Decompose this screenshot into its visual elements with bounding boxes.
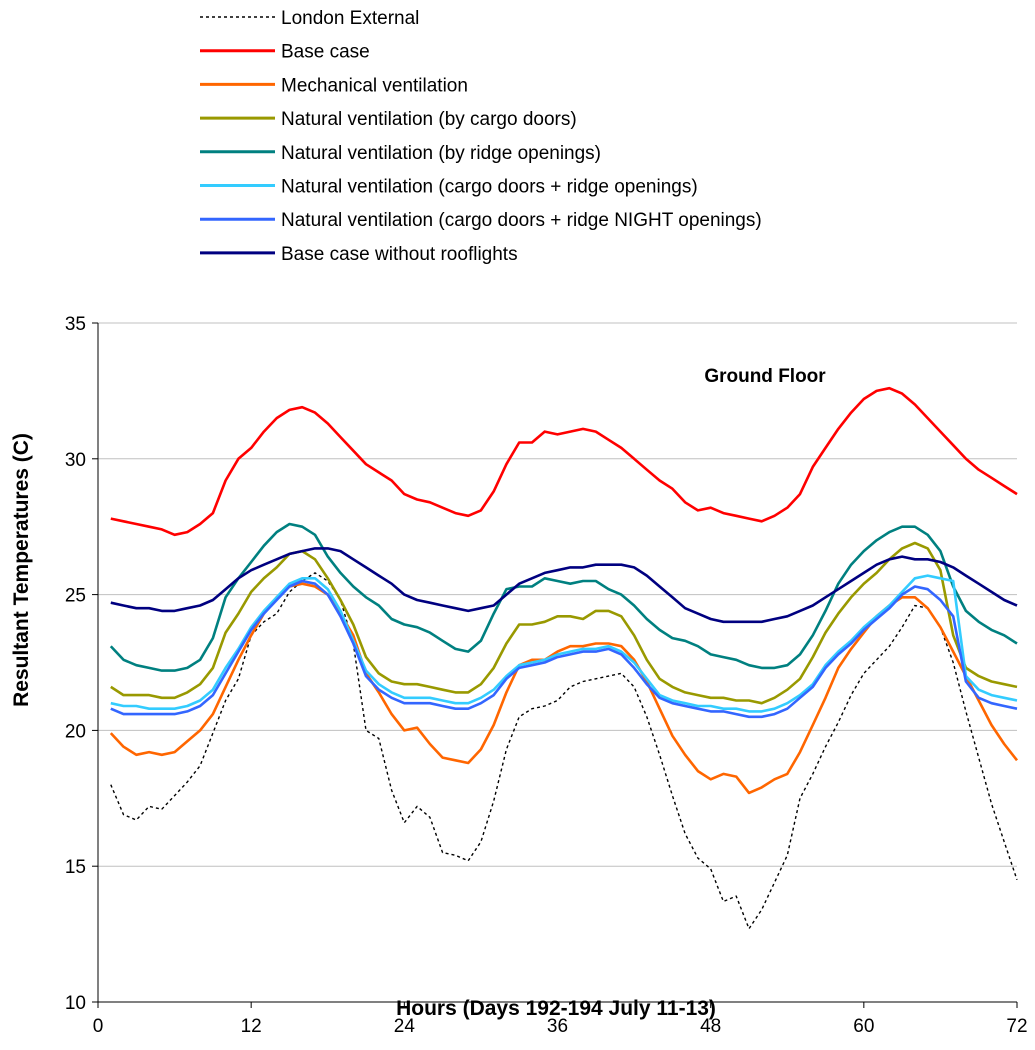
series-line-0 (110, 572, 1018, 930)
legend-item-0: London External (200, 8, 419, 29)
axes: 10 15 20 25 30 35 0 12 24 36 48 60 72 (65, 314, 1028, 1037)
y-tick-label: 15 (65, 857, 86, 878)
series-line-5 (110, 574, 1018, 713)
legend-item-6: Natural ventilation (cargo doors + ridge… (200, 210, 762, 231)
y-tick-label: 20 (65, 721, 86, 742)
legend-label: Base case (281, 42, 370, 63)
y-axis-title: Resultant Temperatures (C) (10, 433, 33, 707)
y-tick-label: 30 (65, 450, 86, 471)
gridlines (98, 322, 1017, 867)
series-line-4 (109, 522, 1018, 672)
x-tick-label: 0 (93, 1016, 104, 1037)
x-tick-label: 12 (241, 1016, 262, 1037)
legend-label: Natural ventilation (cargo doors + ridge… (281, 210, 762, 231)
legend-item-3: Natural ventilation (by cargo doors) (200, 109, 577, 130)
x-tick-label: 72 (1006, 1016, 1027, 1037)
legend-item-4: Natural ventilation (by ridge openings) (200, 143, 601, 164)
x-tick-label: 60 (853, 1016, 874, 1037)
legend-item-7: Base case without rooflights (200, 244, 518, 265)
series-lines (109, 386, 1019, 930)
legend-label: Base case without rooflights (281, 244, 518, 265)
y-tick-label: 25 (65, 586, 86, 607)
legend-label: Natural ventilation (cargo doors + ridge… (281, 177, 698, 198)
x-tick-label: 48 (700, 1016, 721, 1037)
legend-label: London External (281, 8, 419, 29)
legend-label: Mechanical ventilation (281, 75, 468, 96)
legend-label: Natural ventilation (by ridge openings) (281, 143, 601, 164)
legend-label: Natural ventilation (by cargo doors) (281, 109, 577, 130)
y-tick-label: 10 (65, 993, 86, 1014)
x-tick-label: 36 (547, 1016, 568, 1037)
legend-item-1: Base case (200, 42, 370, 63)
x-axis-title: Hours (Days 192-194 July 11-13) (396, 997, 716, 1020)
series-line-1 (110, 386, 1018, 537)
series-line-6 (110, 579, 1018, 719)
series-line-3 (110, 541, 1018, 705)
legend-item-2: Mechanical ventilation (200, 75, 468, 96)
legend: London External Base case Mechanical venti… (200, 8, 762, 265)
series-line-7 (110, 547, 1018, 624)
x-tick-label: 24 (394, 1016, 416, 1037)
annotation-label: Ground Floor (704, 366, 826, 387)
y-tick-label: 35 (65, 314, 86, 335)
legend-item-5: Natural ventilation (cargo doors + ridge… (200, 177, 698, 198)
